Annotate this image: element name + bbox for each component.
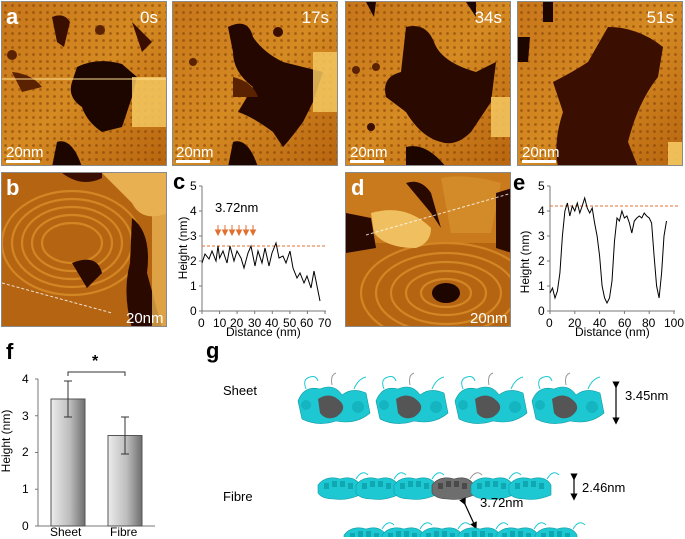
- x-tick: 60: [618, 316, 632, 330]
- x-tick: 50: [283, 316, 297, 330]
- y-tick: 3: [22, 409, 29, 423]
- bar-chart-f: [35, 371, 155, 527]
- x-tick: 60: [300, 316, 314, 330]
- x-axis-title: Distance (nm): [575, 325, 650, 339]
- fibre-height-label: 2.46nm: [582, 480, 626, 495]
- y-tick: 1: [22, 482, 29, 496]
- chart-panel-e: e 5 4 3 2 1 0 0 20 40 60 80 100 Height (…: [510, 170, 685, 330]
- scale-bar-label: 20nm: [522, 144, 560, 161]
- significance-marker: *: [92, 353, 99, 370]
- x-tick: 30: [248, 316, 262, 330]
- chart-panel-c: c 3.72nm 5 4 3 2 1 0 0 10 20 30 40 50 60…: [170, 170, 345, 330]
- afm-image: [518, 2, 682, 165]
- y-axis-title: Height (nm): [518, 230, 532, 294]
- y-tick: 1: [538, 279, 545, 293]
- scale-bar: [350, 160, 384, 163]
- time-label: 34s: [474, 8, 502, 27]
- afm-image: [173, 2, 337, 165]
- afm-image-d: d 20nm: [345, 172, 511, 327]
- annotation-periodicity: 3.72nm: [215, 200, 259, 215]
- label-sheet: Sheet: [223, 383, 257, 398]
- x-tick: 10: [213, 316, 227, 330]
- x-category-sheet: Sheet: [50, 525, 82, 539]
- panel-letter-f: f: [6, 339, 14, 364]
- y-tick: 2: [538, 254, 545, 268]
- y-tick: 4: [22, 372, 29, 386]
- afm-image: [346, 2, 510, 165]
- time-label: 0s: [140, 8, 158, 27]
- panel-letter-d: d: [351, 175, 365, 200]
- afm-frame-17s: 17s 20nm: [172, 1, 338, 166]
- sheet-height-label: 3.45nm: [625, 388, 669, 403]
- y-tick: 3: [538, 229, 545, 243]
- scale-bar: [522, 160, 556, 163]
- y-tick: 0: [190, 304, 197, 318]
- panel-letter-e: e: [513, 170, 526, 195]
- scale-bar: [176, 160, 210, 163]
- scale-bar-label: 20nm: [350, 144, 388, 161]
- y-tick: 5: [538, 179, 545, 193]
- y-axis-title: Height (nm): [176, 216, 190, 280]
- x-tick: 0: [198, 316, 205, 330]
- scale-bar-label: 20nm: [6, 144, 44, 161]
- panel-letter-c: c: [173, 169, 186, 194]
- fibre-spacing-label: 3.72nm: [480, 495, 524, 510]
- x-tick: 100: [664, 316, 685, 330]
- y-tick: 4: [538, 204, 545, 218]
- x-category-fibre: Fibre: [110, 525, 138, 539]
- afm-frame-51s: 51s 20nm: [517, 1, 683, 166]
- scale-bar-label: 20nm: [126, 310, 164, 327]
- y-tick: 3: [190, 229, 197, 243]
- y-tick: 4: [190, 204, 197, 218]
- y-tick: 2: [22, 445, 29, 459]
- afm-image: [2, 2, 166, 165]
- y-tick: 2: [190, 254, 197, 268]
- y-tick: 0: [538, 304, 545, 318]
- y-tick: 0: [22, 519, 29, 533]
- afm-image-b: b 20nm: [1, 172, 167, 327]
- time-label: 51s: [646, 8, 674, 27]
- scale-bar: [6, 160, 40, 163]
- protein-models: [297, 372, 620, 537]
- panel-letter-b: b: [6, 175, 20, 200]
- x-tick: 20: [230, 316, 244, 330]
- panel-letter-g: g: [206, 338, 220, 363]
- time-label: 17s: [301, 8, 329, 27]
- panel-letter-a: a: [6, 4, 19, 29]
- x-tick: 80: [642, 316, 656, 330]
- x-tick: 20: [568, 316, 582, 330]
- x-axis-title: Distance (nm): [226, 325, 301, 339]
- line-chart-e: [547, 185, 680, 314]
- afm-image: [346, 173, 510, 326]
- y-tick: 5: [190, 179, 197, 193]
- chart-panel-f: f * 4 3 2 1 0 Height (nm): [0, 340, 180, 537]
- x-tick: 40: [265, 316, 279, 330]
- label-fibre: Fibre: [223, 489, 253, 504]
- x-tick: 40: [593, 316, 607, 330]
- x-tick: 0: [546, 316, 553, 330]
- scale-bar-label: 20nm: [176, 144, 214, 161]
- scale-bar-label: 20nm: [470, 310, 508, 327]
- line-chart-c: [199, 185, 326, 314]
- y-axis-title: Height (nm): [0, 409, 13, 473]
- x-tick: 70: [318, 316, 332, 330]
- afm-image: [2, 173, 166, 326]
- y-tick: 1: [190, 279, 197, 293]
- afm-frame-34s: 34s 20nm: [345, 1, 511, 166]
- afm-frame-0s: a 0s 20nm: [1, 1, 167, 166]
